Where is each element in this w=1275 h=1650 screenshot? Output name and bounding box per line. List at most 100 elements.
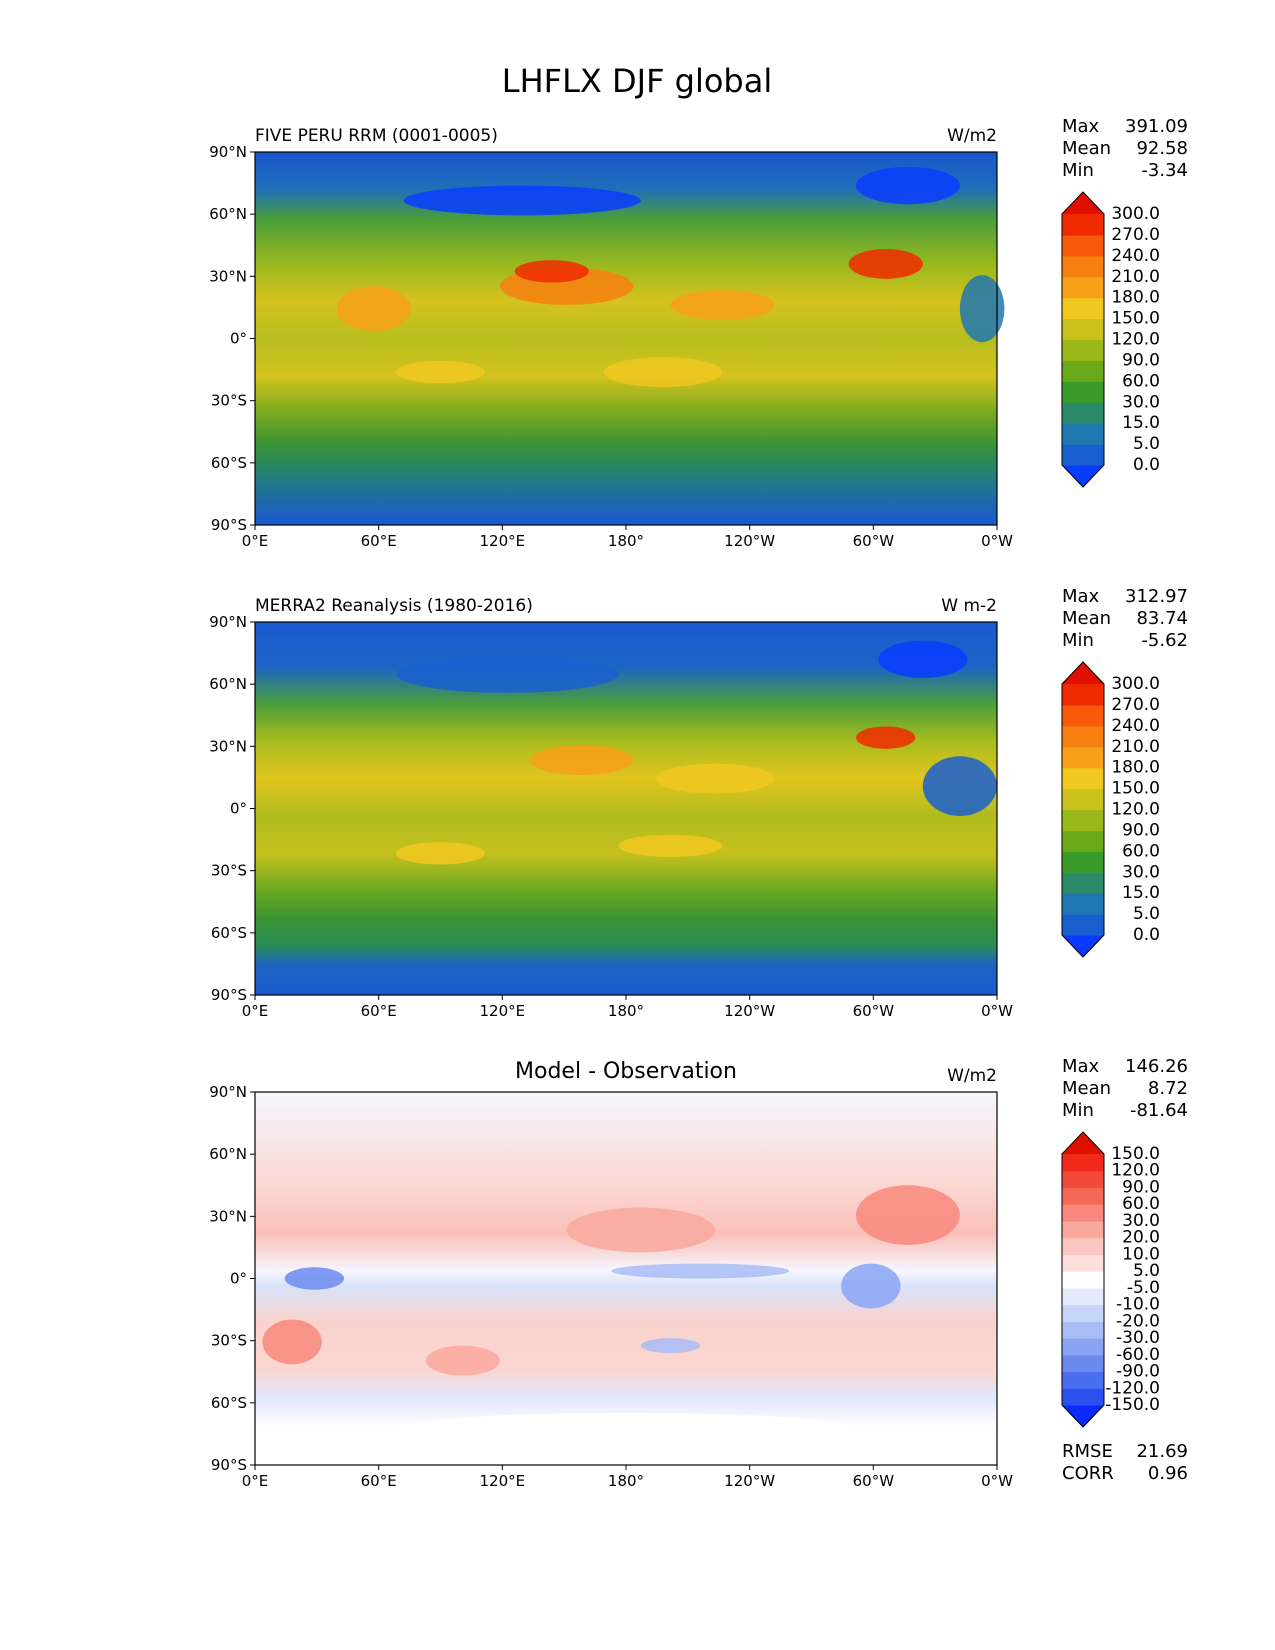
x-tick-label: 60°E [361,532,397,550]
x-tick-label: 120°W [724,1472,775,1490]
x-tick-label: 0°W [981,1472,1013,1490]
colorbar-segment [1062,767,1104,790]
colorbar-segment [1062,725,1104,748]
colorbar-label: 210.0 [1111,737,1160,757]
metric-label: RMSE [1062,1441,1113,1462]
colorbar-segment [1062,381,1104,403]
colorbar-segment [1062,788,1104,811]
metric-label: CORR [1062,1463,1114,1484]
colorbar-outline [1061,1131,1105,1428]
field-feature [618,834,723,857]
x-axis: 0°E 60°E 120°E 180° 120°W 60°W 0°W [242,995,1013,1020]
y-axis: 90°N 60°N 30°N 0° 30°S 60°S 90°S [209,613,255,1004]
colorbar-label: 0.0 [1133,455,1160,475]
panel-units: W/m2 [947,126,997,146]
map-features [336,166,1005,387]
panel-diff: Model - Observation W/m2 0°E 60°E 120°E 180… [209,1056,1188,1490]
colorbar-label: 300.0 [1111,204,1160,224]
colorbar-label: 270.0 [1111,695,1160,715]
field-feature [655,763,775,794]
colorbar-segment [1062,339,1104,362]
stat-label: Max [1062,1056,1100,1077]
colorbar-label: 5.0 [1133,904,1160,924]
field-feature [395,655,619,693]
colorbar-segment [1062,255,1104,278]
colorbar-label: 30.0 [1122,392,1160,412]
colorbar-label: 30.0 [1122,1211,1160,1231]
colorbar-segment [1062,914,1104,936]
y-tick-label: 90°N [209,143,247,161]
colorbar-label: 90.0 [1122,350,1160,370]
colorbar-segment [1062,1204,1104,1222]
colorbar-label: 120.0 [1111,330,1160,350]
colorbar-label: 180.0 [1111,288,1160,308]
metric-value: 0.96 [1148,1463,1188,1484]
colorbar-label: 120.0 [1111,800,1160,820]
y-tick-label: 60°N [209,1145,247,1163]
field-feature [262,1319,322,1365]
stat-value: 146.26 [1125,1056,1188,1077]
x-tick-label: 60°W [853,1472,895,1490]
figure-title: LHFLX DJF global [502,62,772,100]
stats-block: Max 391.09 Mean 92.58 Min -3.34 [1062,116,1188,181]
colorbar-segment [1062,1170,1104,1189]
colorbar-segment [1062,1321,1104,1339]
panel-units: W m-2 [941,596,997,616]
colorbar-label: -90.0 [1116,1362,1160,1382]
colorbar-extension-high [1062,1132,1104,1154]
stat-value: -3.34 [1141,160,1188,181]
colorbar-extension-high [1062,662,1104,684]
field-feature [670,290,775,320]
stat-label: Mean [1062,608,1111,629]
colorbar-segment [1062,893,1104,915]
y-tick-label: 60°S [211,454,247,472]
panel-units: W/m2 [947,1066,997,1086]
y-tick-label: 0° [230,800,247,818]
colorbar-label: -10.0 [1116,1295,1160,1315]
colorbar-segment [1062,1187,1104,1205]
colorbar-segment [1062,1287,1104,1306]
colorbar-segment [1062,1388,1104,1406]
colorbar-segment [1062,318,1104,341]
stat-value: 83.74 [1136,608,1188,629]
colorbar: 0.05.015.030.060.090.0120.0150.0180.0210… [1061,661,1160,958]
x-tick-label: 180° [608,1472,644,1490]
colorbar-label: 5.0 [1133,1261,1160,1281]
colorbar-extension-high [1062,192,1104,214]
y-tick-label: 60°S [211,924,247,942]
x-tick-label: 180° [608,532,644,550]
colorbar-label: 60.0 [1122,841,1160,861]
colorbar-label: 240.0 [1111,716,1160,736]
x-tick-label: 0°E [242,532,269,550]
metric-value: 21.69 [1136,1441,1188,1462]
colorbar-label: 180.0 [1111,758,1160,778]
x-tick-label: 60°E [361,1472,397,1490]
colorbar-segment [1062,830,1104,852]
colorbar-label: 15.0 [1122,883,1160,903]
x-tick-label: 0°E [242,1472,269,1490]
colorbar-extension-low [1062,465,1104,487]
colorbar-label: -5.0 [1127,1278,1160,1298]
colorbar-segment [1062,1237,1104,1255]
y-tick-label: 90°S [211,516,247,534]
colorbar-outline [1061,661,1105,958]
colorbar-segment [1062,684,1104,706]
y-tick-label: 60°N [209,205,247,223]
x-tick-label: 120°E [480,1472,526,1490]
colorbar-label: 30.0 [1122,862,1160,882]
field-feature [336,286,411,332]
field-feature [284,1267,345,1290]
colorbar-label: 5.0 [1133,434,1160,454]
colorbar-segment [1062,444,1104,466]
colorbar-segment [1062,1254,1104,1272]
field-feature [841,1263,901,1309]
y-tick-label: 0° [230,1270,247,1288]
field-feature [856,1185,960,1245]
stats-block: Max 146.26 Mean 8.72 Min -81.64 [1062,1056,1188,1121]
map-field [255,622,997,995]
field-feature [856,726,916,749]
colorbar-segment [1062,809,1104,832]
colorbar-segment [1062,1271,1104,1289]
map-features [262,1185,960,1443]
